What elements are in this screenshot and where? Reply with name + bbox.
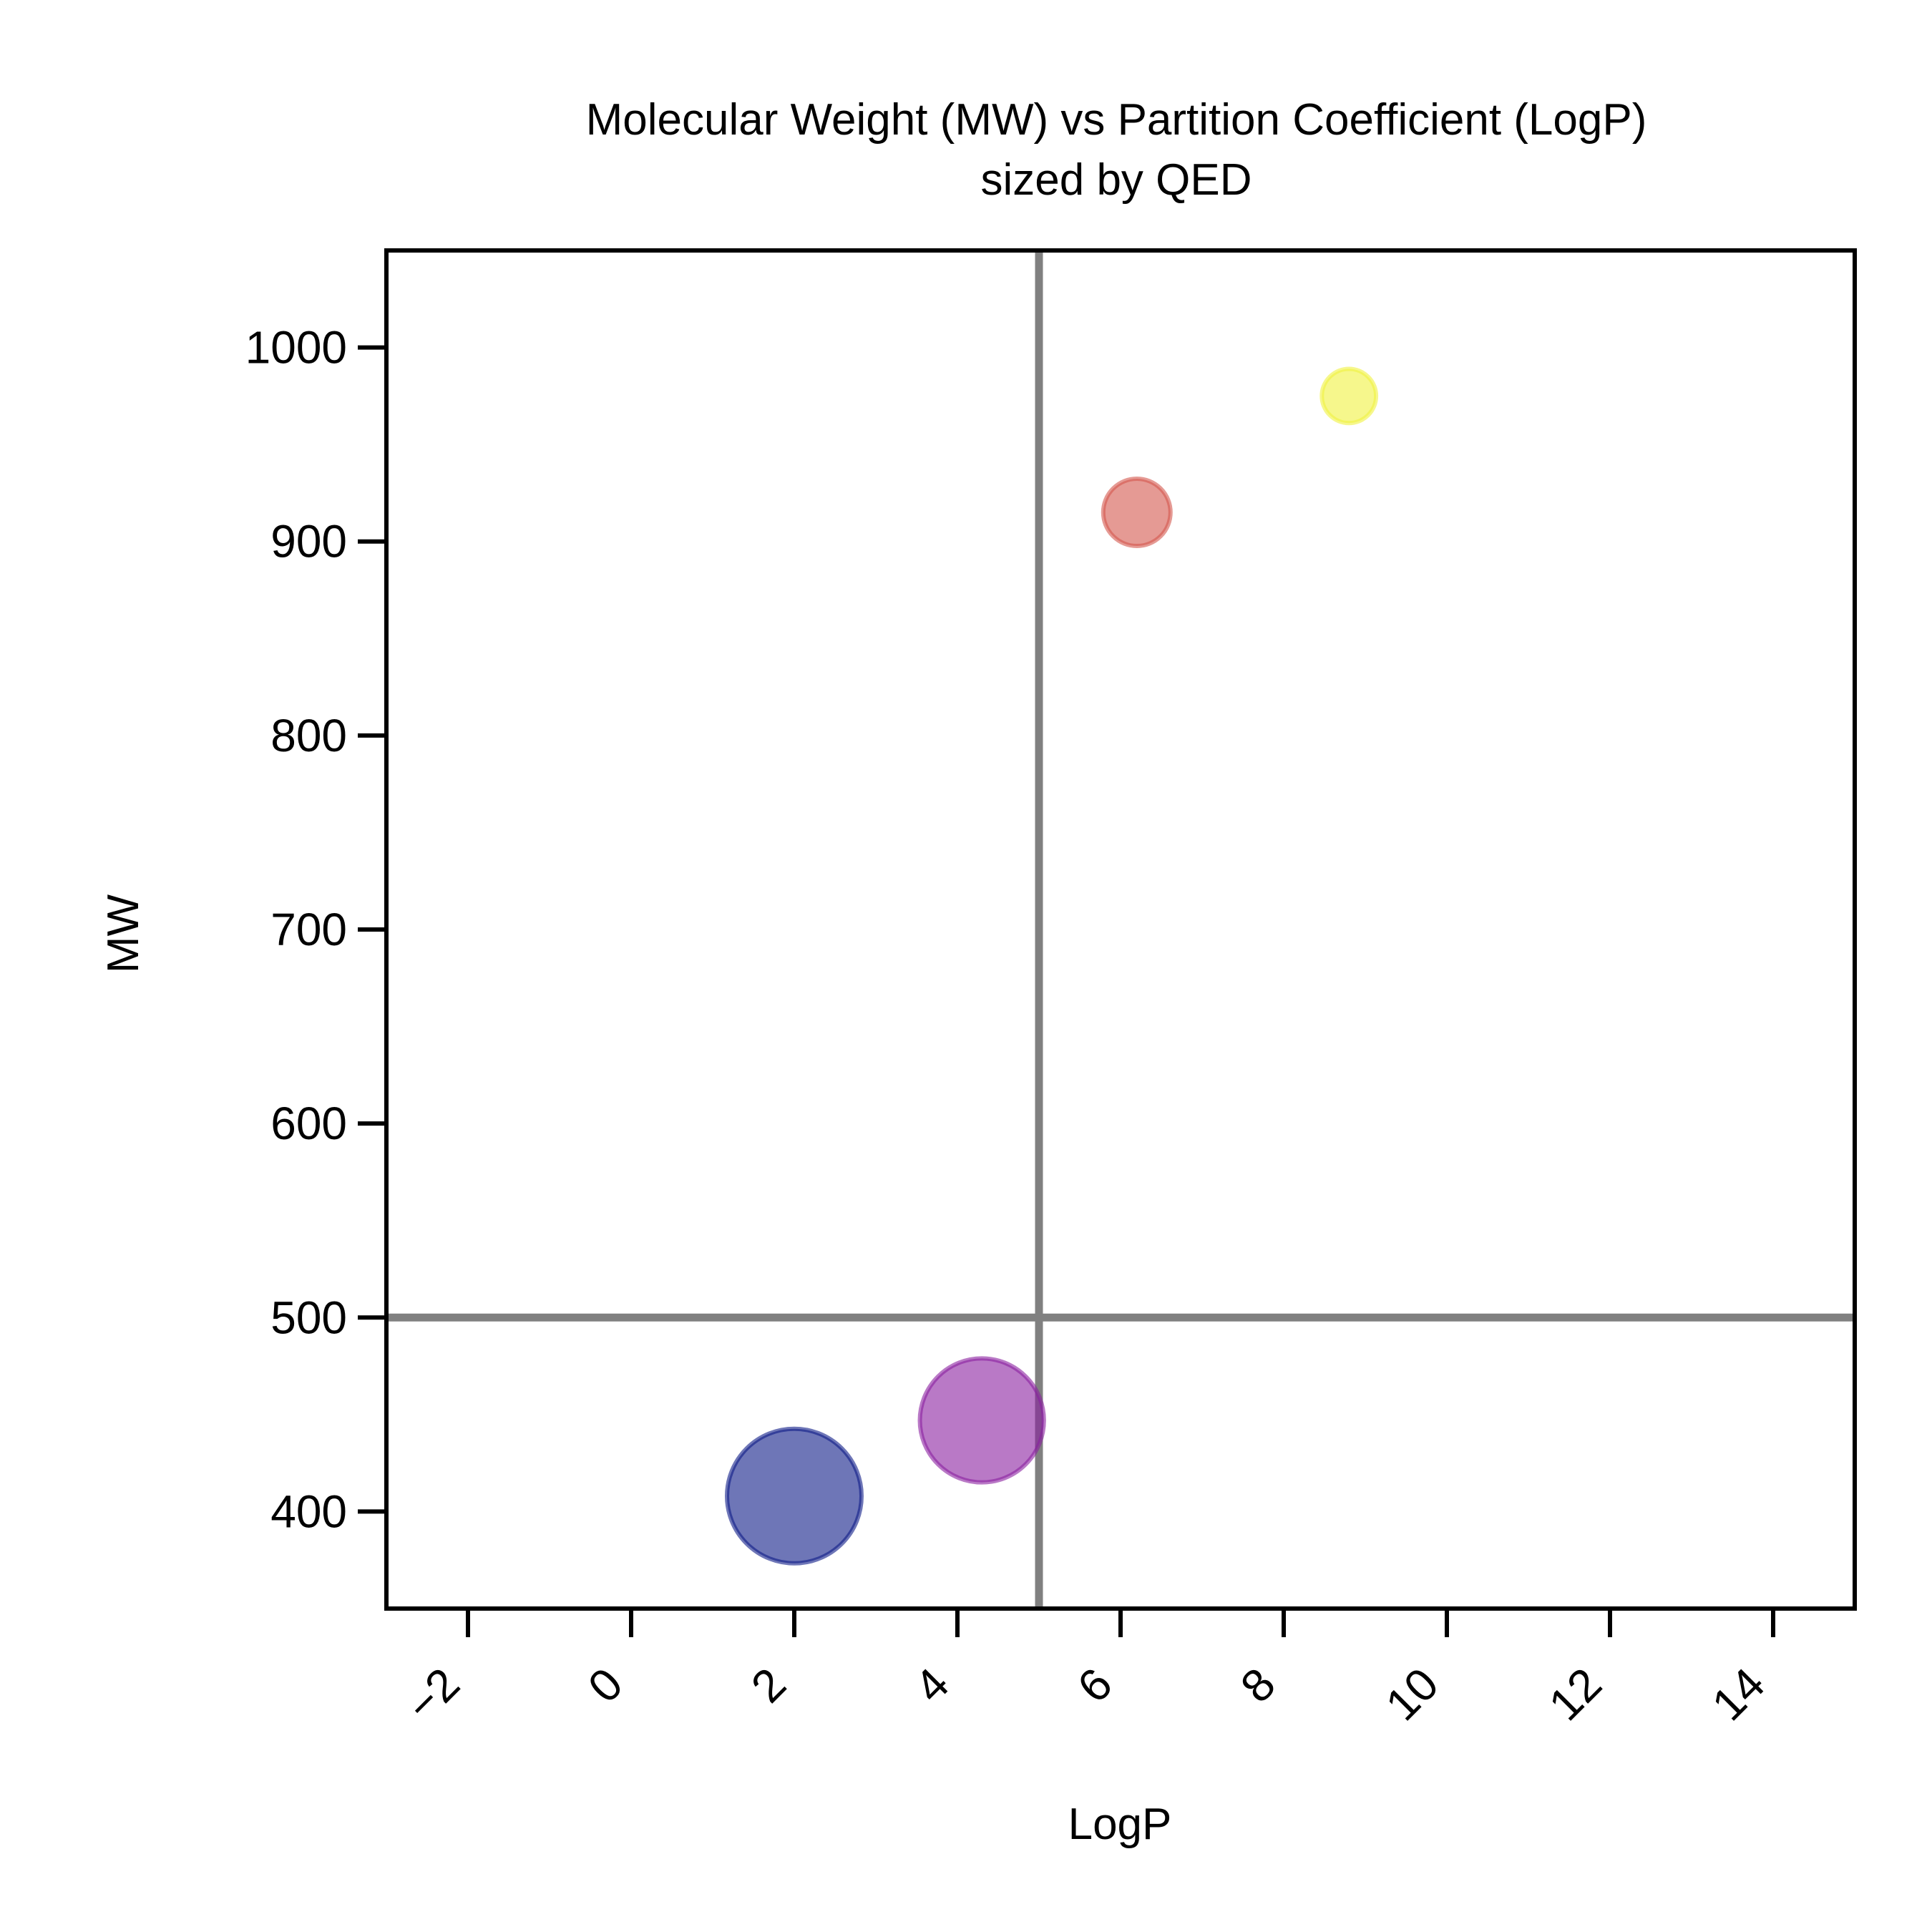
y-tick-label: 900 (270, 516, 347, 567)
chart-subtitle: sized by QED (980, 155, 1252, 205)
plot-frame (384, 248, 1857, 1611)
x-tick-label: 8 (1231, 1658, 1285, 1712)
x-tick-label: 10 (1376, 1658, 1448, 1730)
y-tick-label: 700 (270, 904, 347, 955)
y-tick-label: 500 (270, 1292, 347, 1343)
x-axis-label: LogP (1068, 1800, 1172, 1849)
data-point-4 (1319, 366, 1379, 426)
x-tick-label: −2 (396, 1658, 469, 1732)
data-point-2 (917, 1356, 1046, 1485)
reference-lines (386, 250, 1855, 1609)
y-tick-label: 1000 (245, 322, 347, 374)
x-tick-label: 4 (904, 1658, 959, 1712)
y-tick-label: 800 (270, 710, 347, 761)
data-point-3 (1101, 477, 1173, 549)
chart-title: Molecular Weight (MW) vs Partition Coeff… (586, 95, 1647, 145)
x-axis: −2 0 2 4 6 8 10 12 14 (396, 1609, 1775, 1731)
x-tick-label: 12 (1539, 1658, 1611, 1730)
data-point-1 (725, 1426, 864, 1566)
y-tick-label: 600 (270, 1098, 347, 1149)
y-axis: 400 500 600 700 800 900 1000 (245, 322, 386, 1537)
y-tick-label: 400 (270, 1485, 347, 1537)
x-tick-label: 2 (741, 1658, 796, 1712)
x-tick-label: 0 (578, 1658, 633, 1712)
data-points (725, 366, 1379, 1566)
x-tick-label: 14 (1702, 1658, 1775, 1730)
x-tick-label: 6 (1068, 1658, 1122, 1712)
y-axis-label: MW (99, 894, 148, 973)
